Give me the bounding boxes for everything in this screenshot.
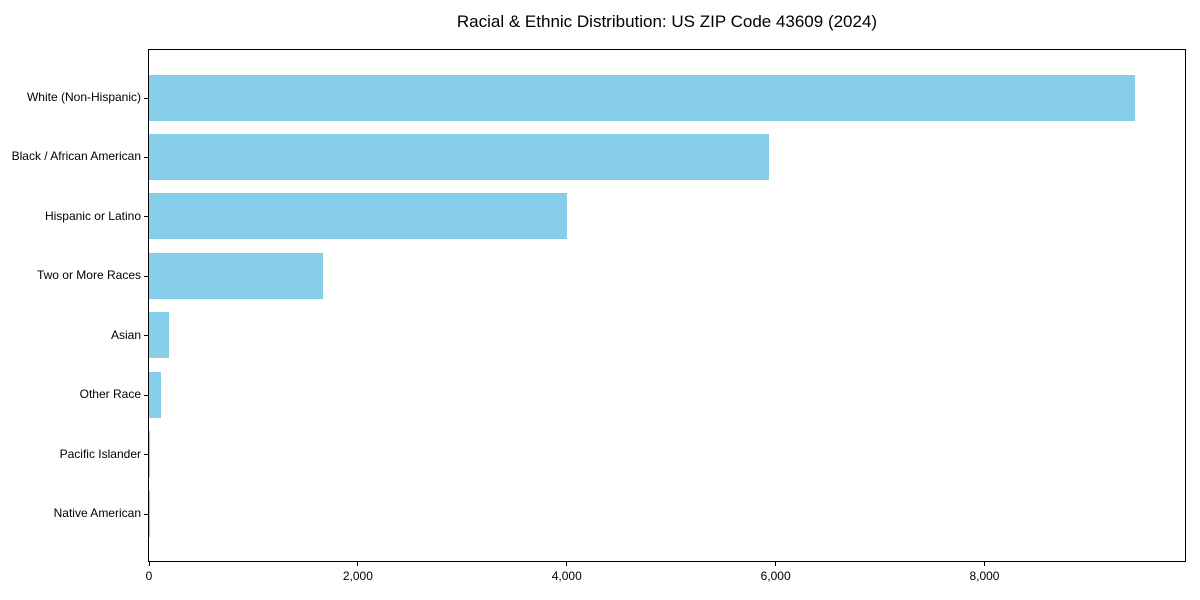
bar-black-african-american <box>149 133 770 180</box>
y-tick-mark <box>144 454 148 456</box>
y-axis-label-asian: Asian <box>110 327 141 342</box>
bar-other-race <box>149 371 161 418</box>
bar-asian <box>149 312 170 359</box>
y-axis-label-black-african-american: Black / African American <box>11 149 141 164</box>
y-tick-mark <box>144 216 148 218</box>
y-tick-mark <box>144 394 148 396</box>
x-tick-mark <box>566 562 568 566</box>
bar-native-american <box>149 490 150 537</box>
bar-pacific-islander <box>149 431 150 478</box>
y-tick-mark <box>144 335 148 337</box>
x-tick-mark <box>357 562 359 566</box>
y-axis-label-white-non-hispanic: White (Non-Hispanic) <box>26 90 141 104</box>
y-tick-mark <box>144 513 148 515</box>
x-tick-label-4000: 4,000 <box>551 569 582 583</box>
plot-area: White (Non-Hispanic) Black / African Amer… <box>12 49 1186 583</box>
y-axis-label-two-or-more-races: Two or More Races <box>36 268 141 283</box>
y-tick-mark <box>144 156 148 158</box>
y-axis-label-other-race: Other Race <box>79 387 141 402</box>
y-axis-label-native-american: Native American <box>53 506 141 520</box>
x-tick-label-8000: 8,000 <box>969 569 1000 583</box>
x-tick-label-2000: 2,000 <box>342 569 373 583</box>
chart-title: Racial & Ethnic Distribution: US ZIP Cod… <box>456 12 878 31</box>
bar-hispanic-or-latino <box>149 193 567 240</box>
y-axis-label-pacific-islander: Pacific Islander <box>59 446 141 461</box>
x-tick-label-6000: 6,000 <box>760 569 791 583</box>
x-tick-mark <box>983 562 985 566</box>
y-tick-mark <box>144 97 148 99</box>
y-tick-mark <box>144 275 148 277</box>
bar-two-or-more-races <box>149 252 323 299</box>
x-tick-label-0: 0 <box>145 569 153 583</box>
bar-white-non-hispanic <box>149 74 1136 121</box>
y-axis-label-hispanic-or-latino: Hispanic or Latino <box>44 208 141 223</box>
x-tick-mark <box>148 562 150 566</box>
x-tick-mark <box>775 562 777 566</box>
